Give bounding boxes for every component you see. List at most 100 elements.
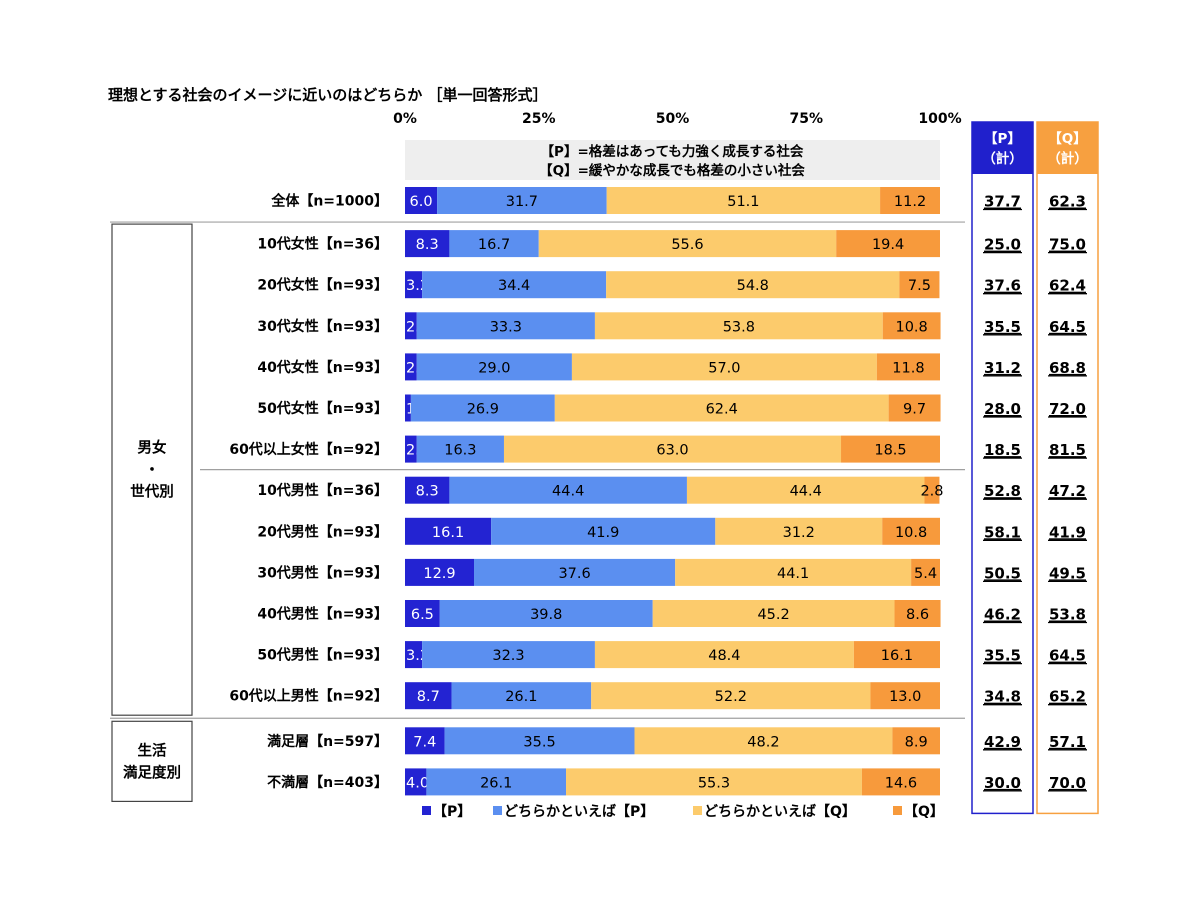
chart-title: 理想とする社会のイメージに近いのはどちらか ［単一回答形式］	[108, 86, 548, 104]
data-label: 8.3	[416, 484, 439, 500]
total-q-value: 68.8	[1049, 359, 1086, 377]
bar-segment	[503, 435, 842, 463]
bar-segment	[571, 353, 877, 381]
bar-segment	[686, 476, 925, 504]
total-p-value: 50.5	[984, 564, 1021, 582]
bar-segment	[911, 558, 940, 586]
totals-q-header	[1037, 122, 1098, 174]
bar-segment	[405, 641, 423, 669]
category-label: 40代女性【n=93】	[257, 359, 388, 376]
group-label: 世代別	[130, 483, 174, 501]
category-label: 60代以上女性【n=92】	[229, 441, 388, 458]
total-p-value: 31.2	[984, 359, 1021, 377]
bar-segment	[880, 187, 940, 214]
data-label: 62.4	[706, 402, 738, 418]
bar-segment	[405, 271, 423, 299]
tick-label: 50%	[656, 111, 690, 127]
data-label: 4.0	[406, 775, 429, 791]
data-label: 44.4	[790, 484, 822, 500]
bar-segment	[675, 558, 912, 586]
bar-segment	[861, 768, 940, 796]
data-label: 16.1	[881, 648, 913, 664]
bar-segment	[451, 682, 592, 710]
total-q-value: 75.0	[1049, 236, 1086, 254]
data-label: 34.4	[498, 278, 530, 294]
total-p-value: 58.1	[984, 523, 1021, 541]
total-q-value: 41.9	[1049, 523, 1086, 541]
category-label: 30代男性【n=93】	[257, 564, 388, 581]
category-label: 20代女性【n=93】	[257, 277, 388, 294]
data-label: 48.4	[708, 648, 740, 664]
legend-swatch	[493, 806, 502, 815]
data-label: 5.4	[914, 566, 937, 582]
bar-segment	[594, 312, 883, 340]
bar-segment	[449, 476, 687, 504]
totals-p-box	[971, 121, 1034, 815]
data-label: 12.9	[423, 566, 455, 582]
data-label: 10.8	[895, 319, 927, 335]
data-label: 8.7	[417, 689, 440, 705]
totals-columns: 【P】 （計） 【Q】 （計） 37.7 62.3 25.0 75.0 37.6 62.4 35.5…	[971, 121, 1099, 815]
bar-segment	[474, 558, 676, 586]
data-label: 57.0	[708, 360, 740, 376]
bar-segment	[410, 394, 555, 422]
data-label: 32.3	[492, 648, 524, 664]
data-label: 44.4	[552, 484, 584, 500]
data-label: 48.2	[747, 734, 779, 750]
legend-swatch	[893, 806, 902, 815]
data-label: 55.6	[671, 237, 703, 253]
bar-segment	[594, 641, 854, 669]
total-p-value: 46.2	[984, 606, 1021, 624]
total-q-value: 62.3	[1049, 193, 1086, 211]
total-p-value: 42.9	[984, 733, 1021, 751]
group-label: 満足度別	[123, 763, 181, 781]
totals-q-header-text: 【Q】	[1048, 131, 1086, 147]
category-label: 40代男性【n=93】	[257, 606, 388, 623]
data-label: 19.4	[872, 237, 904, 253]
total-p-value: 35.5	[984, 318, 1021, 336]
definition-line-q: 【Q】=緩やかな成長でも格差の小さい社会	[539, 162, 805, 179]
bar-segment	[870, 682, 940, 710]
data-label: 54.8	[737, 278, 769, 294]
data-label: 8.9	[905, 734, 928, 750]
bar-segment	[554, 394, 889, 422]
bar-segment	[882, 517, 940, 545]
bar-segment	[882, 312, 941, 340]
data-label: 8.3	[416, 237, 439, 253]
data-label: 31.7	[506, 194, 538, 210]
group-label: ・	[145, 463, 160, 479]
data-label: 6.0	[410, 194, 433, 210]
bars: 6.0 31.7 51.1 11.28.3 16.7 55.6 19.43.2 34.4 54.…	[405, 187, 944, 796]
data-label: 41.9	[587, 525, 619, 541]
total-p-value: 34.8	[984, 688, 1021, 706]
legend-label: どちらかといえば【P】	[504, 804, 654, 820]
data-label: 26.9	[467, 402, 499, 418]
data-label: 44.1	[777, 566, 809, 582]
bar-segment	[634, 727, 893, 755]
total-q-value: 64.5	[1049, 318, 1086, 336]
total-p-value: 25.0	[984, 236, 1021, 254]
data-label: 26.1	[480, 775, 512, 791]
data-label: 39.8	[530, 607, 562, 623]
data-label: 16.7	[478, 237, 510, 253]
total-p-value: 18.5	[984, 441, 1021, 459]
bar-segment	[439, 600, 653, 627]
separators	[110, 221, 965, 719]
bar-segment	[566, 768, 862, 796]
tick-label: 25%	[522, 111, 556, 127]
legend-label: どちらかといえば【Q】	[704, 804, 856, 820]
category-label: 不満層【n=403】	[267, 774, 388, 791]
bar-segment	[836, 230, 940, 258]
data-label: 8.6	[906, 607, 929, 623]
bar-segment	[416, 353, 572, 381]
tick-label: 0%	[393, 111, 417, 127]
category-label: 20代男性【n=93】	[257, 523, 388, 540]
bar-segment	[405, 558, 475, 586]
bar-segment	[853, 641, 940, 669]
bar-segment	[538, 230, 837, 258]
category-label: 全体【n=1000】	[270, 193, 388, 210]
totals-p-header	[972, 122, 1033, 174]
total-q-value: 72.0	[1049, 400, 1086, 418]
bar-segment	[405, 312, 417, 340]
